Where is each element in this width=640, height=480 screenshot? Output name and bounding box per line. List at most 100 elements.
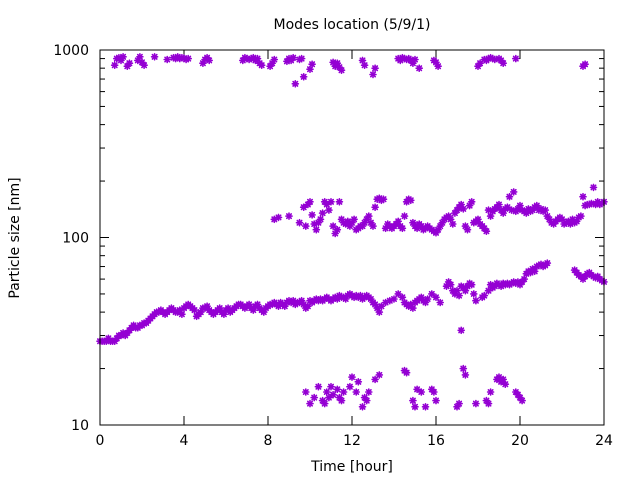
data-point xyxy=(306,399,314,408)
data-point-stroke xyxy=(367,295,374,303)
data-point xyxy=(436,298,445,307)
data-point xyxy=(335,198,344,206)
data-point xyxy=(308,211,316,219)
data-point xyxy=(472,399,480,408)
data-point-stroke xyxy=(432,397,440,404)
data-point xyxy=(295,218,304,227)
data-point xyxy=(476,59,484,68)
data-point-stroke xyxy=(365,388,372,396)
data-point-stroke xyxy=(323,201,330,208)
data-point-stroke xyxy=(302,388,309,396)
data-point xyxy=(140,61,148,69)
data-point xyxy=(448,220,457,228)
data-point xyxy=(371,203,379,211)
data-point-stroke xyxy=(300,204,307,211)
data-point xyxy=(310,393,319,402)
data-point-stroke xyxy=(401,213,408,220)
data-point-stroke xyxy=(344,218,351,225)
data-point xyxy=(360,61,369,69)
data-point-stroke xyxy=(460,205,467,212)
data-point-stroke xyxy=(351,216,358,223)
data-point-stroke xyxy=(395,290,402,297)
data-point-stroke xyxy=(191,307,198,314)
data-point-stroke xyxy=(504,204,511,211)
data-point xyxy=(581,60,589,68)
data-point-stroke xyxy=(485,287,492,294)
tick-labels: 0 4 8 12 16 20 24 10 100 1000 xyxy=(53,43,613,449)
data-point xyxy=(299,73,308,81)
data-point-stroke xyxy=(334,386,341,393)
data-point-stroke xyxy=(336,394,343,401)
data-point-stroke xyxy=(416,65,423,72)
data-point xyxy=(480,291,489,300)
data-point-stroke xyxy=(185,55,192,62)
data-point-stroke xyxy=(470,290,477,297)
y-tick-label: 100 xyxy=(62,231,89,247)
data-point xyxy=(348,373,356,381)
data-point xyxy=(337,66,346,74)
data-point xyxy=(364,212,373,220)
data-point xyxy=(369,70,377,79)
data-point xyxy=(379,195,388,203)
data-point xyxy=(325,206,333,214)
data-point xyxy=(306,198,314,206)
data-point-stroke xyxy=(254,301,261,308)
data-point-stroke xyxy=(359,57,366,64)
data-point-stroke xyxy=(512,55,519,62)
data-point-stroke xyxy=(369,223,377,230)
data-point-stroke xyxy=(325,207,332,214)
data-point-stroke xyxy=(462,223,469,230)
data-point-stroke xyxy=(474,216,482,223)
data-point-stroke xyxy=(271,56,278,63)
data-point-stroke xyxy=(325,394,332,401)
data-point xyxy=(417,388,426,396)
data-point-stroke xyxy=(336,64,343,71)
data-point xyxy=(455,399,463,408)
data-point xyxy=(457,326,466,335)
data-point-stroke xyxy=(376,371,383,378)
data-point xyxy=(589,183,598,192)
data-point-stroke xyxy=(178,311,185,318)
data-point xyxy=(320,399,329,408)
data-point-stroke xyxy=(348,374,356,381)
data-point xyxy=(541,206,550,214)
data-point xyxy=(432,396,440,405)
x-tick-label: 24 xyxy=(595,433,613,449)
data-point-stroke xyxy=(472,400,479,407)
data-point xyxy=(423,295,432,303)
data-point-stroke xyxy=(500,60,507,67)
data-point-stroke xyxy=(432,294,440,301)
data-point xyxy=(467,280,476,289)
data-point-stroke xyxy=(428,290,435,297)
data-point-stroke xyxy=(409,397,416,404)
data-point-stroke xyxy=(141,62,148,69)
data-point xyxy=(371,64,379,72)
data-point-stroke xyxy=(313,226,320,233)
data-point xyxy=(484,286,493,295)
data-point-stroke xyxy=(447,281,454,288)
data-point xyxy=(136,52,144,61)
data-point xyxy=(472,296,480,305)
data-point xyxy=(579,192,587,201)
x-tick-label: 12 xyxy=(343,433,361,449)
data-point xyxy=(110,61,119,69)
data-point-stroke xyxy=(472,297,479,304)
data-point-stroke xyxy=(458,327,465,334)
data-point xyxy=(301,388,310,396)
data-point-stroke xyxy=(487,388,494,396)
data-point xyxy=(459,364,468,373)
data-point-stroke xyxy=(449,287,456,294)
data-point xyxy=(306,65,314,73)
data-point-stroke xyxy=(334,226,341,233)
data-point xyxy=(257,61,266,69)
data-point xyxy=(455,291,463,300)
data-point xyxy=(461,371,470,379)
data-point xyxy=(511,54,520,63)
data-point-stroke xyxy=(485,400,492,407)
data-point-stroke xyxy=(120,53,127,60)
data-point-stroke xyxy=(418,388,425,396)
data-point-stroke xyxy=(300,301,307,308)
data-point xyxy=(474,215,482,224)
data-point-stroke xyxy=(390,295,398,303)
data-point-stroke xyxy=(464,226,471,233)
